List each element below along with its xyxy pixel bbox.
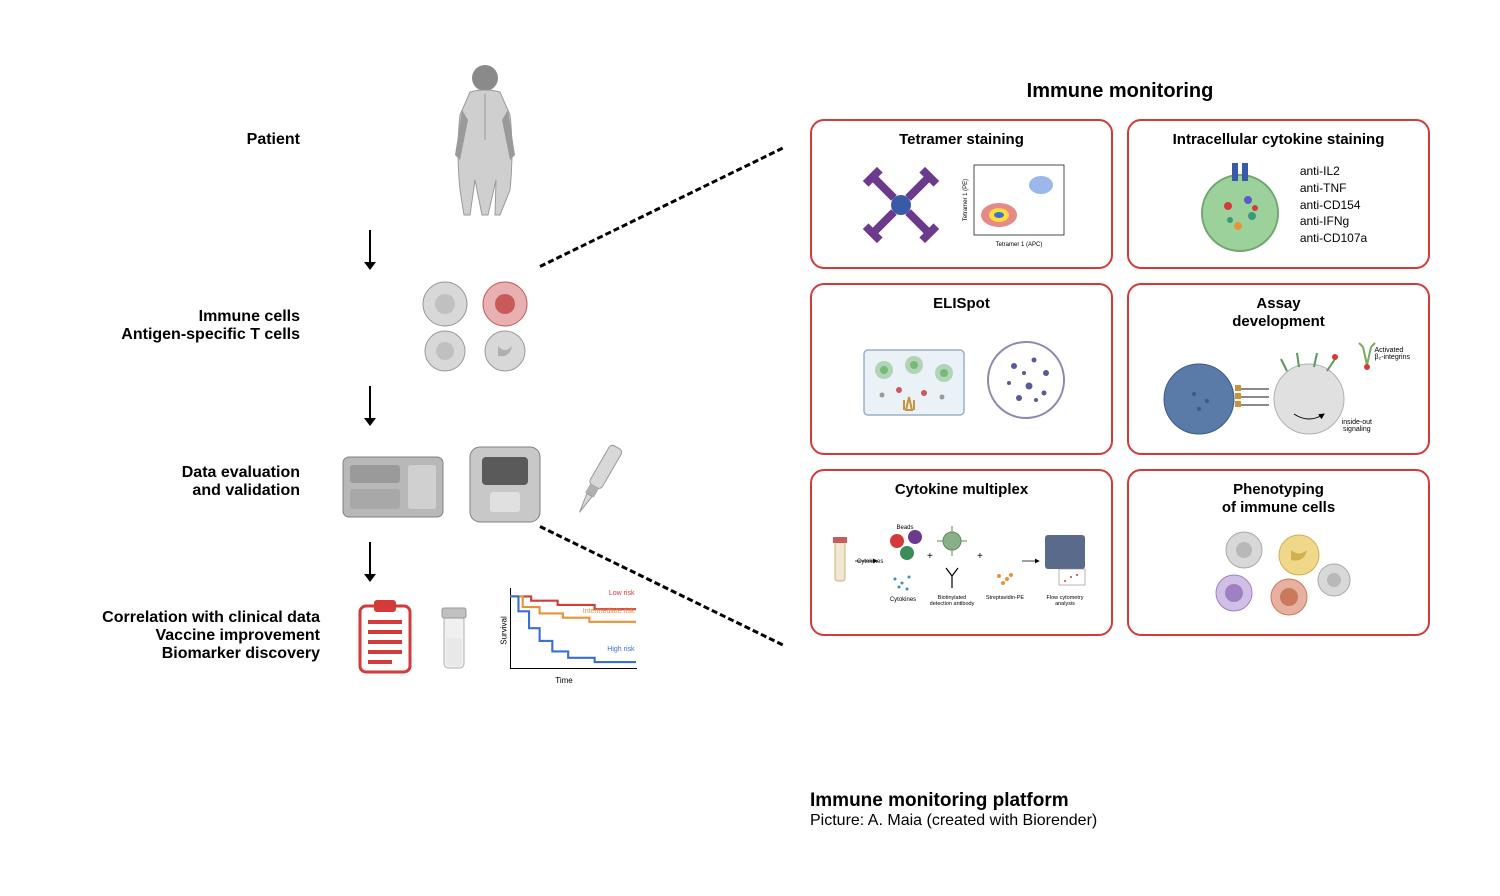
box-assay: Assay development Activated β₂-in <box>1127 283 1430 455</box>
arrow-3 <box>320 542 420 582</box>
svg-text:Cytokines: Cytokines <box>889 597 915 603</box>
svg-text:+: + <box>977 551 983 562</box>
immune-cells-icon <box>410 276 560 376</box>
ics-marker-list: anti-IL2 anti-TNF anti-CD154 anti-IFNg a… <box>1300 163 1367 247</box>
step-immune-cells: Immune cells Antigen-specific T cells <box>90 276 650 376</box>
instrument-1-icon <box>338 437 448 527</box>
label-beads: Beads <box>896 525 913 531</box>
workflow-column: Patient Immune cells Antigen-specific T … <box>90 60 650 693</box>
svg-text:Tetramer 1 (APC): Tetramer 1 (APC) <box>996 242 1043 248</box>
phenotyping-icon <box>1189 525 1369 620</box>
multiplex-icon: Cytokines Beads Cytokines + Biotinylated <box>827 521 1097 606</box>
facs-plot-icon: Tetramer 1 (APC) Tetramer 1 (PE) <box>959 160 1069 250</box>
immune-monitoring-panel: Immune monitoring Tetramer staining <box>810 80 1430 636</box>
elispot-well-icon <box>854 335 974 425</box>
svg-text:detection antibody: detection antibody <box>929 601 974 606</box>
panel-title: Immune monitoring <box>810 80 1430 103</box>
pipette-icon <box>562 437 632 527</box>
clinical-graphic: Survival Time Low risk Intermediate risk… <box>340 588 650 683</box>
step-patient: Patient <box>90 60 650 220</box>
label-immune-cells: Immune cells Antigen-specific T cells <box>90 308 300 344</box>
clipboard-icon <box>354 596 416 676</box>
label-patient: Patient <box>90 131 300 149</box>
patient-icon <box>440 60 530 220</box>
svg-text:Cytokines: Cytokines <box>857 559 883 565</box>
instrument-2-icon <box>460 432 550 532</box>
svg-text:analysis: analysis <box>1055 601 1075 606</box>
box-tetramer: Tetramer staining <box>810 119 1113 269</box>
svg-text:Streptavidin-PE: Streptavidin-PE <box>985 595 1024 601</box>
box-phenotyping: Phenotyping of immune cells <box>1127 469 1430 636</box>
patient-graphic <box>320 60 650 220</box>
arrow-1 <box>320 230 420 270</box>
figure-caption: Immune monitoring platform Picture: A. M… <box>810 790 1097 830</box>
step-data-eval: Data evaluation and validation <box>90 432 650 532</box>
elispot-plate-icon <box>984 338 1069 423</box>
cells-graphic <box>320 276 650 376</box>
label-clinical: Correlation with clinical data Vaccine i… <box>90 609 320 663</box>
svg-text:Tetramer 1 (PE): Tetramer 1 (PE) <box>963 179 969 221</box>
tetramer-icon <box>854 163 949 248</box>
survival-chart: Survival Time Low risk Intermediate risk… <box>492 588 637 683</box>
label-data-eval: Data evaluation and validation <box>90 464 300 500</box>
step-clinical: Correlation with clinical data Vaccine i… <box>90 588 650 683</box>
svg-text:+: + <box>927 551 933 562</box>
vial-icon <box>434 596 474 676</box>
arrow-2 <box>320 386 420 426</box>
box-ics: Intracellular cytokine staining anti-IL2… <box>1127 119 1430 269</box>
instruments-graphic <box>320 432 650 532</box>
box-multiplex: Cytokine multiplex Cytokines Beads Cytok… <box>810 469 1113 636</box>
box-elispot: ELISpot <box>810 283 1113 455</box>
panel-grid: Tetramer staining <box>810 119 1430 636</box>
ics-cell-icon <box>1190 158 1290 253</box>
